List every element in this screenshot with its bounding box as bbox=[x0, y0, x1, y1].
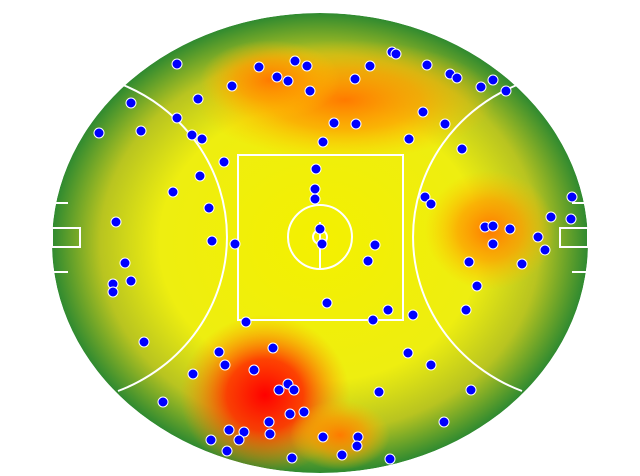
data-point bbox=[205, 434, 217, 446]
data-point bbox=[566, 191, 578, 203]
data-point bbox=[107, 286, 119, 298]
data-point bbox=[221, 445, 233, 457]
data-point bbox=[364, 60, 376, 72]
data-point bbox=[138, 336, 150, 348]
data-point bbox=[487, 74, 499, 86]
data-point bbox=[317, 136, 329, 148]
data-point bbox=[328, 117, 340, 129]
data-point bbox=[301, 60, 313, 72]
data-point bbox=[336, 449, 348, 461]
data-point bbox=[516, 258, 528, 270]
data-point bbox=[350, 118, 362, 130]
data-point bbox=[219, 359, 231, 371]
data-point bbox=[110, 216, 122, 228]
data-point bbox=[273, 384, 285, 396]
data-point bbox=[487, 238, 499, 250]
data-point bbox=[438, 416, 450, 428]
data-point bbox=[382, 304, 394, 316]
data-point bbox=[373, 386, 385, 398]
data-point bbox=[309, 193, 321, 205]
data-point bbox=[135, 125, 147, 137]
data-point bbox=[425, 198, 437, 210]
data-point bbox=[267, 342, 279, 354]
data-point bbox=[362, 255, 374, 267]
data-point bbox=[407, 309, 419, 321]
data-point bbox=[545, 211, 557, 223]
data-point bbox=[310, 163, 322, 175]
data-point bbox=[253, 61, 265, 73]
data-point bbox=[314, 223, 326, 235]
data-point bbox=[213, 346, 225, 358]
data-point bbox=[187, 368, 199, 380]
data-point bbox=[298, 406, 310, 418]
data-point bbox=[367, 314, 379, 326]
data-point bbox=[504, 223, 516, 235]
data-point bbox=[238, 426, 250, 438]
data-point bbox=[248, 364, 260, 376]
data-point bbox=[186, 129, 198, 141]
data-point bbox=[194, 170, 206, 182]
data-point bbox=[286, 452, 298, 464]
data-point bbox=[284, 408, 296, 420]
data-point bbox=[465, 384, 477, 396]
data-point bbox=[390, 48, 402, 60]
data-point bbox=[369, 239, 381, 251]
data-point bbox=[419, 191, 431, 203]
data-point bbox=[282, 75, 294, 87]
data-point bbox=[288, 384, 300, 396]
data-point bbox=[349, 73, 361, 85]
data-point bbox=[223, 424, 235, 436]
data-point bbox=[471, 280, 483, 292]
data-point bbox=[226, 80, 238, 92]
data-point bbox=[264, 428, 276, 440]
data-point bbox=[439, 118, 451, 130]
data-point bbox=[203, 202, 215, 214]
data-point bbox=[229, 238, 241, 250]
data-point bbox=[425, 359, 437, 371]
data-point bbox=[463, 256, 475, 268]
data-point bbox=[263, 416, 275, 428]
data-point bbox=[171, 112, 183, 124]
data-point bbox=[500, 85, 512, 97]
data-point bbox=[125, 97, 137, 109]
data-point bbox=[352, 431, 364, 443]
data-point bbox=[451, 72, 463, 84]
data-point bbox=[316, 238, 328, 250]
data-point bbox=[125, 275, 137, 287]
data-point bbox=[271, 71, 283, 83]
data-point bbox=[384, 453, 396, 465]
data-point bbox=[206, 235, 218, 247]
data-point bbox=[289, 55, 301, 67]
data-point bbox=[421, 59, 433, 71]
data-point bbox=[240, 316, 252, 328]
data-point bbox=[167, 186, 179, 198]
data-point bbox=[351, 440, 363, 452]
data-point bbox=[321, 297, 333, 309]
data-point bbox=[475, 81, 487, 93]
data-point bbox=[93, 127, 105, 139]
data-point bbox=[565, 213, 577, 225]
data-point bbox=[539, 244, 551, 256]
data-point bbox=[233, 434, 245, 446]
data-point bbox=[487, 220, 499, 232]
data-point bbox=[317, 431, 329, 443]
data-point bbox=[417, 106, 429, 118]
data-point bbox=[196, 133, 208, 145]
data-point bbox=[309, 183, 321, 195]
data-point bbox=[304, 85, 316, 97]
data-point bbox=[218, 156, 230, 168]
data-point bbox=[157, 396, 169, 408]
data-point bbox=[460, 304, 472, 316]
data-point bbox=[456, 143, 468, 155]
data-point bbox=[192, 93, 204, 105]
data-point bbox=[119, 257, 131, 269]
data-point bbox=[532, 231, 544, 243]
data-point bbox=[171, 58, 183, 70]
data-point bbox=[403, 133, 415, 145]
data-point bbox=[402, 347, 414, 359]
